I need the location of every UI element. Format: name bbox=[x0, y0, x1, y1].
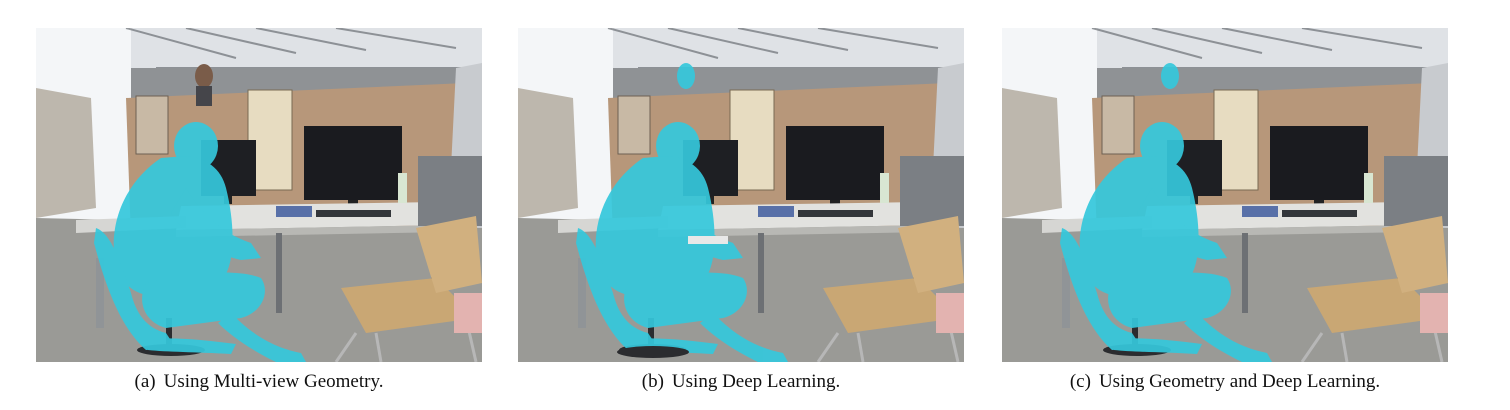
caption-a: (a) Using Multi-view Geometry. bbox=[36, 371, 482, 393]
caption-label: (c) bbox=[1069, 371, 1091, 392]
caption-label: (b) bbox=[641, 371, 664, 392]
caption-text: Using Geometry and Deep Learning. bbox=[1098, 371, 1381, 392]
caption-text: Using Multi-view Geometry. bbox=[163, 371, 384, 392]
panel-b: (b) Using Deep Learning. bbox=[518, 28, 964, 392]
segmentation-mask bbox=[576, 63, 788, 362]
panel-c: (c) Using Geometry and Deep Learning. bbox=[1002, 28, 1448, 392]
caption-c: (c) Using Geometry and Deep Learning. bbox=[1002, 371, 1448, 393]
photo-multiview-geometry bbox=[36, 28, 482, 362]
segmentation-mask bbox=[1060, 63, 1272, 362]
photo-geometry-and-deep-learning bbox=[1002, 28, 1448, 362]
photo-deep-learning bbox=[518, 28, 964, 362]
caption-label: (a) bbox=[134, 371, 156, 392]
caption-text: Using Deep Learning. bbox=[671, 371, 841, 392]
caption-b: (b) Using Deep Learning. bbox=[518, 371, 964, 393]
panel-a: (a) Using Multi-view Geometry. bbox=[36, 28, 482, 392]
